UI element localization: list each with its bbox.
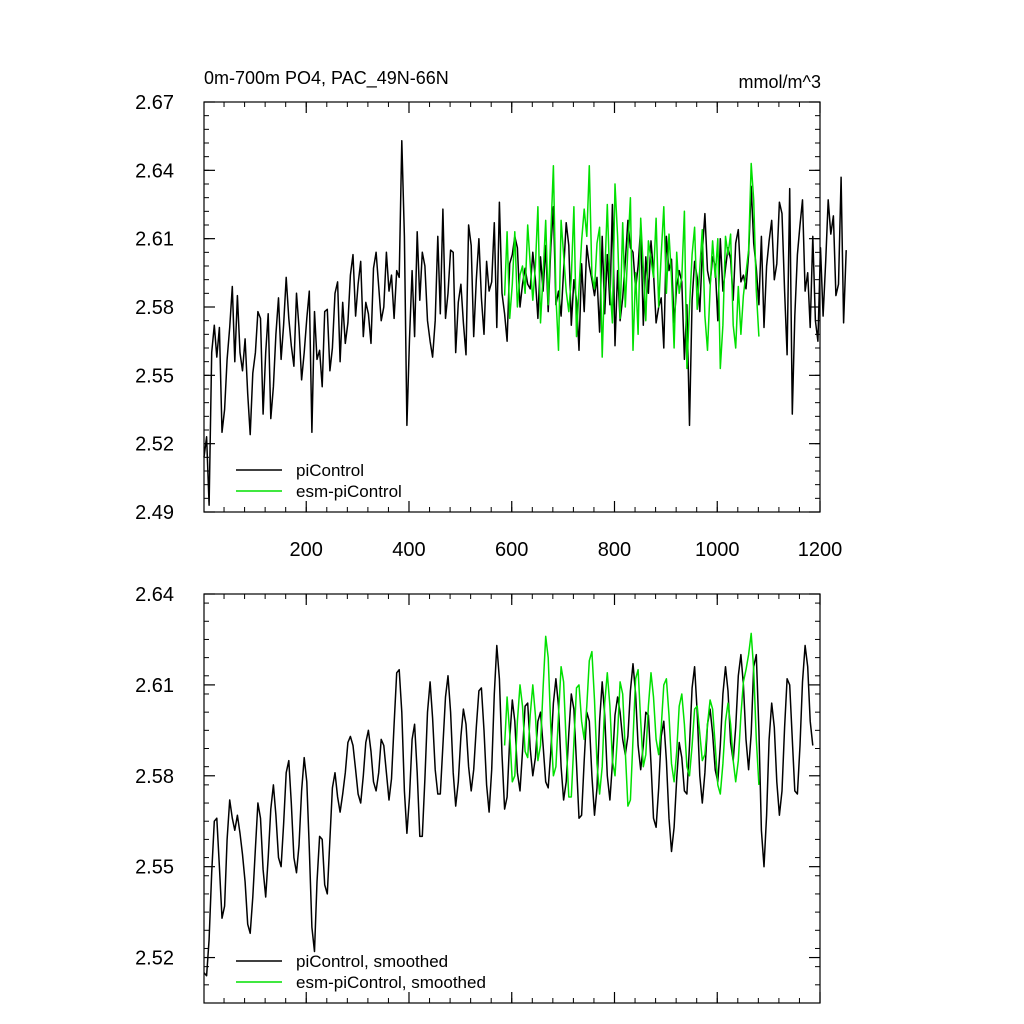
legend-label-esm-picontrol: esm-piControl bbox=[296, 482, 402, 501]
top-x-tick-label: 1000 bbox=[695, 539, 740, 561]
legend-label-picontrol-smoothed: piControl, smoothed bbox=[296, 952, 448, 971]
top-panel-units: mmol/m^3 bbox=[739, 72, 821, 92]
top-y-tick-label: 2.61 bbox=[135, 229, 174, 251]
bottom-y-tick-label: 2.64 bbox=[135, 584, 174, 606]
top-panel-title: 0m-700m PO4, PAC_49N-66N bbox=[204, 68, 449, 89]
top-panel-axes: 2.49 2.52 2.55 2.58 2.61 2.64 2.67 200 400 600 800… bbox=[135, 92, 842, 561]
bottom-panel-axes: 2.52 2.55 2.58 2.61 2.64 bbox=[135, 584, 821, 1004]
top-panel-legend: piControl esm-piControl bbox=[236, 461, 402, 501]
top-series-line-esm-picontrol bbox=[503, 162, 760, 370]
bottom-series-line-picontrol-smoothed bbox=[203, 644, 814, 977]
top-y-tick-label: 2.52 bbox=[135, 434, 174, 456]
top-panel: 0m-700m PO4, PAC_49N-66N mmol/m^3 2.492.… bbox=[135, 68, 847, 561]
top-x-tick-label: 1200 bbox=[798, 539, 843, 561]
top-y-tick-label: 2.49 bbox=[135, 502, 174, 524]
top-y-tick-label: 2.58 bbox=[135, 297, 174, 319]
bottom-panel-series bbox=[203, 632, 814, 977]
top-y-tick-label: 2.64 bbox=[135, 160, 174, 182]
bottom-y-tick-label: 2.61 bbox=[135, 675, 174, 697]
bottom-panel-legend: piControl, smoothed esm-piControl, smoot… bbox=[236, 952, 486, 992]
top-y-tick-label: 2.55 bbox=[135, 365, 174, 387]
bottom-y-tick-label: 2.52 bbox=[135, 948, 174, 970]
bottom-y-tick-label: 2.55 bbox=[135, 857, 174, 879]
bottom-y-tick-label: 2.58 bbox=[135, 766, 174, 788]
bottom-panel: 2.52 2.55 2.58 2.61 2.64 piControl, smoothed… bbox=[135, 584, 821, 1004]
top-series-line-picontrol bbox=[203, 139, 847, 506]
bottom-series-line-esm-picontrol-smoothed bbox=[503, 632, 760, 807]
top-x-tick-label: 200 bbox=[290, 539, 323, 561]
top-y-tick-label: 2.67 bbox=[135, 92, 174, 114]
top-panel-series bbox=[203, 139, 847, 506]
legend-label-esm-picontrol-smoothed: esm-piControl, smoothed bbox=[296, 973, 486, 992]
top-x-tick-label: 600 bbox=[495, 539, 528, 561]
legend-label-picontrol: piControl bbox=[296, 461, 364, 480]
top-x-tick-label: 400 bbox=[392, 539, 425, 561]
top-x-tick-label: 800 bbox=[598, 539, 631, 561]
